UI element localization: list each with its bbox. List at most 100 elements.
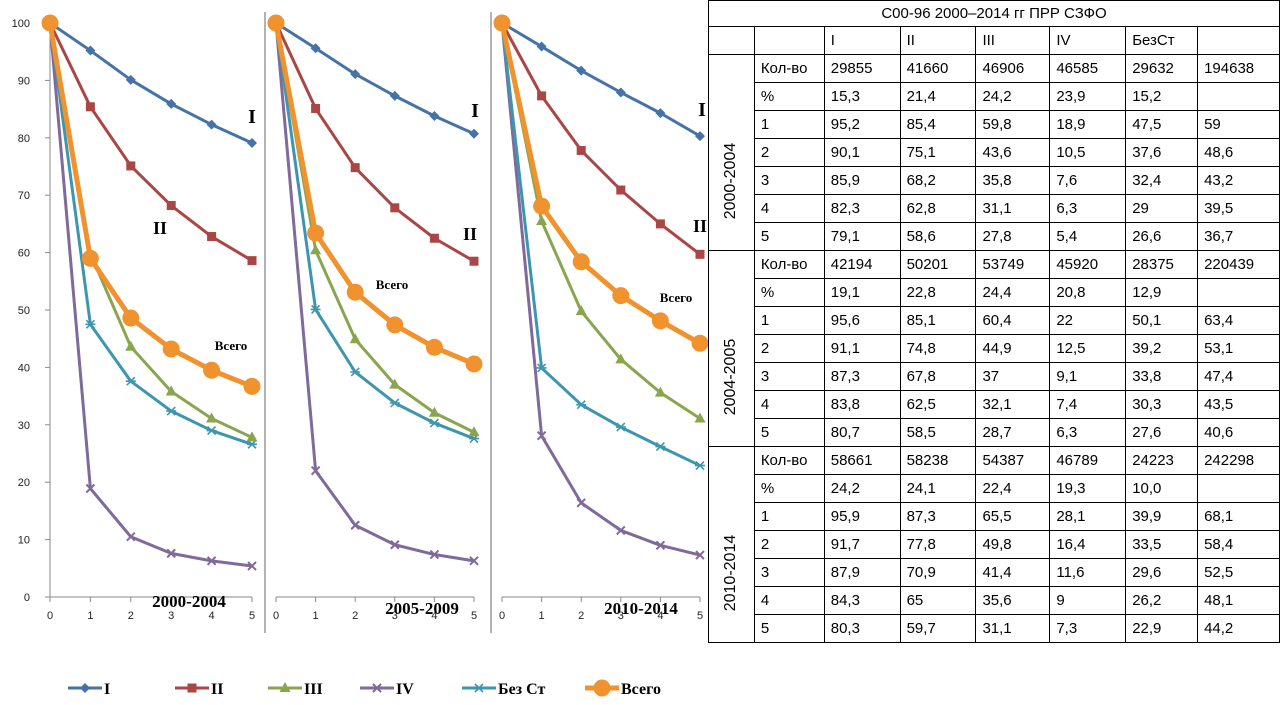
y-tick-label: 10	[18, 535, 30, 547]
data-point	[429, 549, 440, 560]
x-tick-label: 2	[578, 610, 584, 622]
table-cell: 24,1	[899, 474, 977, 503]
table-cell: 91,1	[823, 334, 901, 363]
data-point	[349, 333, 361, 344]
series-IV	[45, 18, 257, 571]
table-cell: 37,6	[1125, 138, 1199, 167]
series-line	[273, 22, 475, 367]
table-cell: 59,8	[975, 110, 1051, 139]
y-tick-label: 0	[24, 592, 30, 604]
table-cell: 32,1	[975, 390, 1051, 419]
data-point	[85, 319, 96, 329]
table-row: 5 80,7 58,5 28,7 6,3 27,6 40,6	[709, 418, 1280, 447]
data-point	[694, 412, 706, 423]
table-cell: 42194	[823, 250, 901, 279]
table-cell: 29632	[1125, 54, 1199, 83]
table-cell: 49,8	[975, 530, 1051, 559]
table-cell: 7,3	[1049, 614, 1127, 643]
table-row: 4 84,3 65 35,6 9 26,2 48,1	[709, 586, 1280, 615]
series-Всего	[41, 14, 261, 395]
data-point	[612, 287, 630, 305]
table-cell: 40,6	[1197, 418, 1280, 447]
table-cell: 18,9	[1049, 110, 1127, 139]
series-line	[501, 21, 701, 138]
y-tick-label: 20	[18, 477, 30, 489]
table-cell: 43,2	[1197, 166, 1280, 195]
row-label: %	[753, 474, 825, 503]
series-line	[500, 22, 701, 467]
table-cell: 60,4	[975, 306, 1051, 335]
table-cell: 27,6	[1125, 418, 1199, 447]
legend-item: III	[268, 681, 323, 698]
y-tick-label: 100	[12, 18, 30, 30]
table-cell: 31,1	[975, 614, 1051, 643]
table-cell: 45920	[1049, 250, 1127, 279]
y-tick-label: 30	[18, 420, 30, 432]
table-cell: 31,1	[975, 194, 1051, 223]
row-label: 1	[753, 110, 825, 139]
table-cell: 68,2	[899, 166, 977, 195]
panel-title: 2000-2004	[152, 592, 226, 611]
row-label: %	[753, 278, 825, 307]
data-point	[206, 412, 218, 423]
row-label: 1	[753, 502, 825, 531]
series-Всего	[493, 14, 708, 352]
data-point	[575, 305, 587, 316]
data-point	[346, 283, 364, 301]
table-cell: 11,6	[1049, 558, 1127, 587]
table-cell: 87,9	[823, 558, 901, 587]
y-tick-label: 50	[18, 305, 30, 317]
data-point	[85, 483, 96, 494]
table-row: 5 79,1 58,6 27,8 5,4 26,6 36,7	[709, 222, 1280, 251]
series-line	[274, 22, 475, 434]
data-point	[243, 377, 261, 395]
panel-title: 2010-2014	[604, 599, 678, 618]
table-cell: 50,1	[1125, 306, 1199, 335]
data-point	[389, 90, 400, 101]
table-cell: 242298	[1197, 446, 1280, 475]
data-point	[122, 309, 140, 327]
series-Всего	[267, 14, 483, 373]
table-cell: 19,3	[1049, 474, 1127, 503]
data-point	[246, 431, 258, 442]
data-point	[655, 442, 666, 452]
row-label: 3	[753, 558, 825, 587]
row-label: 5	[753, 418, 825, 447]
table-cell: 62,8	[899, 194, 977, 223]
data-point	[576, 65, 587, 76]
legend-item: I	[68, 681, 110, 698]
table-row: 1 95,6 85,1 60,4 22 50,1 63,4	[709, 306, 1280, 335]
legend-item: IV	[360, 681, 414, 698]
table-cell: 47,4	[1197, 362, 1280, 391]
table-row: 3 87,3 67,8 37 9,1 33,8 47,4	[709, 362, 1280, 391]
table-cell: 39,5	[1197, 194, 1280, 223]
table-cell: 6,3	[1049, 418, 1127, 447]
data-point	[389, 398, 400, 408]
legend-label: Всего	[621, 681, 661, 698]
table-cell: 65,5	[975, 502, 1051, 531]
table-cell: 22,4	[975, 474, 1051, 503]
data-point	[206, 425, 217, 436]
table-cell: 44,9	[975, 334, 1051, 363]
row-label: 4	[753, 586, 825, 615]
table-cell: 9	[1049, 586, 1127, 615]
series-Без-Ст	[45, 18, 257, 449]
data-point	[310, 43, 321, 54]
table-row: 1 95,2 85,4 59,8 18,9 47,5 59	[709, 110, 1280, 139]
data-point	[126, 161, 136, 171]
row-label: 3	[753, 362, 825, 391]
table-cell: 95,9	[823, 502, 901, 531]
table-cell: 10,5	[1049, 138, 1127, 167]
data-point	[390, 540, 400, 550]
legend-marker	[372, 683, 382, 693]
x-tick-label: 4	[209, 610, 215, 622]
table-cell: 36,7	[1197, 222, 1280, 251]
table-cell: 24223	[1125, 446, 1199, 475]
table-cell: 95,2	[823, 110, 901, 139]
table-header-cell	[1197, 26, 1280, 55]
table-cell: 53,1	[1197, 334, 1280, 363]
table-row: 2 91,1 74,8 44,9 12,5 39,2 53,1	[709, 334, 1280, 363]
data-point	[654, 386, 666, 397]
legend-marker	[187, 683, 197, 693]
